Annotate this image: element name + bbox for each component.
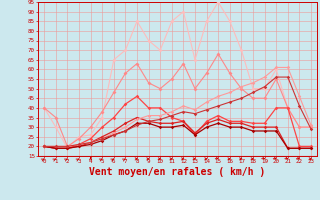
X-axis label: Vent moyen/en rafales ( km/h ): Vent moyen/en rafales ( km/h ) [90, 167, 266, 177]
